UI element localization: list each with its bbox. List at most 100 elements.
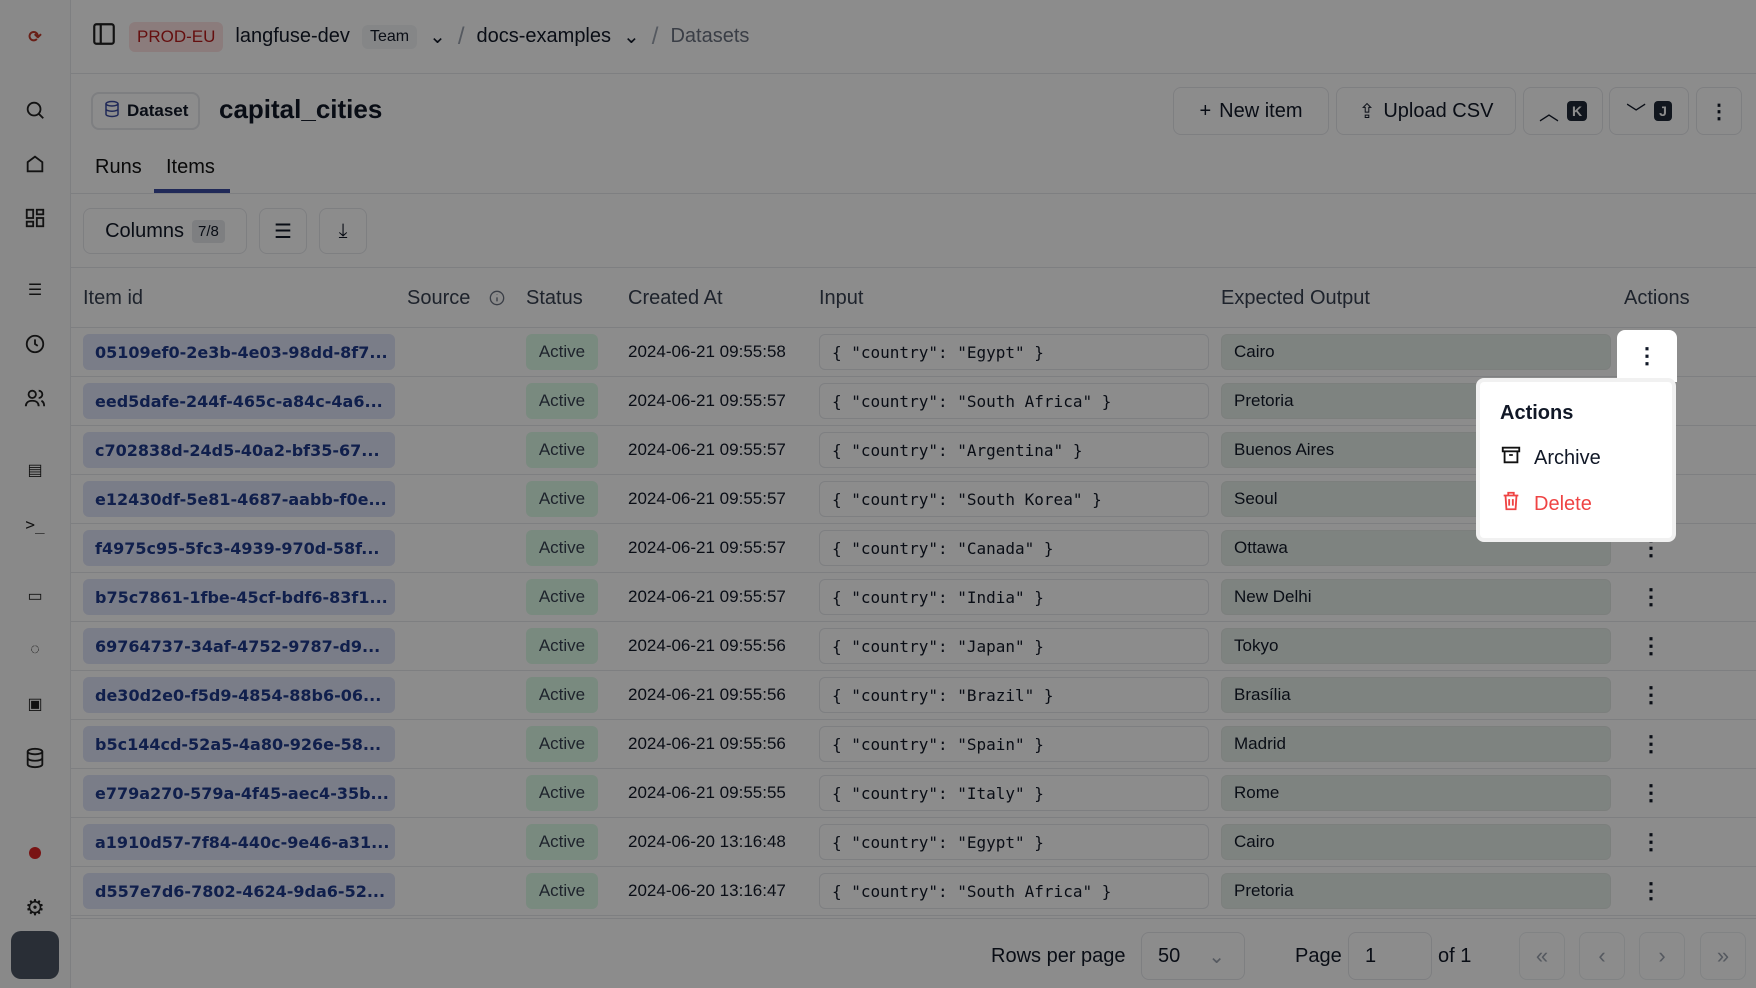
columns-button[interactable]: Columns 7/8: [83, 208, 247, 254]
database-icon: [103, 99, 121, 124]
archive-menu-item[interactable]: Archive: [1500, 445, 1672, 471]
previous-page-button[interactable]: ‹: [1579, 932, 1625, 980]
item-id-link[interactable]: e779a270-579a-4f45-aec4-35b...: [83, 775, 395, 811]
clock-icon[interactable]: [22, 331, 48, 357]
page-title: capital_cities: [219, 94, 383, 124]
expected-output-cell: Pretoria: [1221, 873, 1611, 909]
upload-csv-button[interactable]: ⇪ Upload CSV: [1336, 87, 1516, 135]
table-header: Item id Source Status Created At Input E…: [71, 268, 1756, 328]
item-id-link[interactable]: e12430df-5e81-4687-aabb-f0e...: [83, 481, 395, 517]
previous-item-button[interactable]: ︿ K: [1523, 87, 1603, 135]
expected-output-cell: Brasília: [1221, 677, 1611, 713]
row-actions-kebab-icon[interactable]: ⋮: [1640, 584, 1662, 609]
created-at: 2024-06-20 13:16:47: [628, 881, 786, 900]
datasets-database-icon[interactable]: [22, 745, 48, 771]
expected-output-cell: Rome: [1221, 775, 1611, 811]
info-icon[interactable]: [489, 289, 505, 312]
table-row[interactable]: f4975c95-5fc3-4939-970d-58f... Active 20…: [71, 524, 1756, 573]
upload-csv-label: Upload CSV: [1383, 99, 1494, 122]
table-row[interactable]: 05109ef0-2e3b-4e03-98dd-8f7... Active 20…: [71, 328, 1756, 377]
terminal-icon[interactable]: >_: [25, 514, 45, 534]
row-actions-kebab-icon[interactable]: ⋮: [1640, 878, 1662, 903]
table-row[interactable]: b75c7861-1fbe-45cf-bdf6-83f1... Active 2…: [71, 573, 1756, 622]
created-at: 2024-06-21 09:55:57: [628, 391, 786, 410]
status-dot: [29, 847, 41, 859]
tab-items[interactable]: Items: [166, 156, 215, 178]
home-icon[interactable]: [22, 151, 48, 177]
chevron-down-icon: ⌄: [1208, 945, 1226, 968]
scores-icon[interactable]: ▭: [27, 588, 43, 605]
created-at: 2024-06-21 09:55:56: [628, 636, 786, 655]
input-cell: { "country": "Brazil" }: [819, 677, 1209, 713]
item-id-link[interactable]: a1910d57-7f84-440c-9e46-a31...: [83, 824, 395, 860]
row-actions-button-active[interactable]: ⋮: [1617, 330, 1677, 382]
prompts-file-code-icon[interactable]: ▤: [27, 462, 43, 479]
item-id-link[interactable]: 05109ef0-2e3b-4e03-98dd-8f7...: [83, 334, 395, 370]
page-input[interactable]: 1: [1348, 932, 1432, 980]
next-page-button[interactable]: ›: [1639, 932, 1685, 980]
first-page-button[interactable]: «: [1519, 932, 1565, 980]
row-actions-kebab-icon[interactable]: ⋮: [1640, 682, 1662, 707]
next-item-button[interactable]: ﹀ J: [1609, 87, 1689, 135]
row-actions-kebab-icon[interactable]: ⋮: [1640, 829, 1662, 854]
item-id-link[interactable]: eed5dafe-244f-465c-a84c-4a6...: [83, 383, 395, 419]
item-id-link[interactable]: c702838d-24d5-40a2-bf35-67...: [83, 432, 395, 468]
table-row[interactable]: e12430df-5e81-4687-aabb-f0e... Active 20…: [71, 475, 1756, 524]
search-icon[interactable]: [22, 97, 48, 123]
settings-gear-icon[interactable]: ⚙: [25, 895, 45, 920]
new-item-label: New item: [1219, 99, 1303, 122]
last-page-button[interactable]: »: [1700, 932, 1746, 980]
delete-menu-item[interactable]: Delete: [1500, 491, 1672, 517]
archive-label: Archive: [1534, 446, 1601, 469]
breadcrumb-datasets[interactable]: Datasets: [670, 25, 750, 47]
table-row[interactable]: b5c144cd-52a5-4a80-926e-58... Active 202…: [71, 720, 1756, 769]
status-badge: Active: [526, 579, 598, 615]
row-actions-kebab-icon[interactable]: ⋮: [1640, 780, 1662, 805]
dashboard-icon[interactable]: [22, 205, 48, 231]
sidebar-toggle-icon[interactable]: [91, 21, 117, 53]
kebab-icon: ⋮: [1636, 343, 1658, 368]
item-id-link[interactable]: b75c7861-1fbe-45cf-bdf6-83f1...: [83, 579, 395, 615]
users-icon[interactable]: [22, 385, 48, 411]
plan-badge: Team: [361, 24, 418, 49]
table-row[interactable]: eed5dafe-244f-465c-a84c-4a6... Active 20…: [71, 377, 1756, 426]
header-status: Status: [526, 287, 583, 309]
table-row[interactable]: e779a270-579a-4f45-aec4-35b... Active 20…: [71, 769, 1756, 818]
table-row[interactable]: de30d2e0-f5d9-4854-88b6-06... Active 202…: [71, 671, 1756, 720]
langfuse-logo-icon[interactable]: ⟳: [28, 29, 42, 46]
row-height-button[interactable]: ☰: [259, 208, 307, 254]
item-id-link[interactable]: f4975c95-5fc3-4939-970d-58f...: [83, 530, 395, 566]
rows-per-page-select[interactable]: 50 ⌄: [1141, 932, 1245, 980]
created-at: 2024-06-21 09:55:56: [628, 734, 786, 753]
table-row[interactable]: 69764737-34af-4752-9787-d9... Active 202…: [71, 622, 1756, 671]
actions-menu-title: Actions: [1500, 402, 1574, 424]
new-item-button[interactable]: + New item: [1173, 87, 1329, 135]
item-id-link[interactable]: 69764737-34af-4752-9787-d9...: [83, 628, 395, 664]
input-cell: { "country": "Spain" }: [819, 726, 1209, 762]
lightbulb-icon[interactable]: ◌: [30, 641, 40, 658]
project-name[interactable]: docs-examples: [476, 25, 612, 47]
table-row[interactable]: a1910d57-7f84-440c-9e46-a31... Active 20…: [71, 818, 1756, 867]
row-actions-kebab-icon[interactable]: ⋮: [1640, 633, 1662, 658]
org-chevron-down-icon[interactable]: ⌄: [429, 26, 446, 48]
traces-icon[interactable]: ☰: [27, 282, 43, 299]
status-badge: Active: [526, 677, 598, 713]
download-button[interactable]: ⤓: [319, 208, 367, 254]
avatar[interactable]: [11, 931, 59, 979]
table-row[interactable]: d557e7d6-7802-4624-9da6-52... Active 202…: [71, 867, 1756, 916]
tab-runs[interactable]: Runs: [95, 156, 142, 178]
item-id-link[interactable]: de30d2e0-f5d9-4854-88b6-06...: [83, 677, 395, 713]
created-at: 2024-06-21 09:55:57: [628, 440, 786, 459]
org-name[interactable]: langfuse-dev: [235, 25, 350, 47]
rows-per-page-value: 50: [1158, 944, 1181, 967]
clipboard-edit-icon[interactable]: ▣: [27, 696, 43, 713]
item-id-link[interactable]: b5c144cd-52a5-4a80-926e-58...: [83, 726, 395, 762]
more-options-button[interactable]: ⋮: [1696, 87, 1742, 135]
status-badge: Active: [526, 334, 598, 370]
item-id-link[interactable]: d557e7d6-7802-4624-9da6-52...: [83, 873, 395, 909]
project-chevron-down-icon[interactable]: ⌄: [623, 26, 640, 48]
row-actions-kebab-icon[interactable]: ⋮: [1640, 731, 1662, 756]
created-at: 2024-06-21 09:55:57: [628, 587, 786, 606]
input-cell: { "country": "South Africa" }: [819, 873, 1209, 909]
